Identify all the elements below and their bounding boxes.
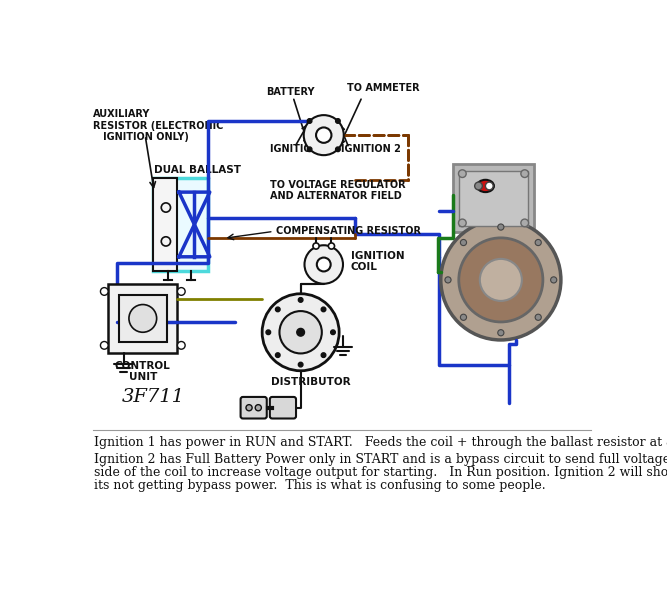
Circle shape: [521, 219, 528, 227]
Bar: [460, 170, 528, 226]
Circle shape: [101, 341, 108, 349]
Circle shape: [317, 257, 331, 271]
Circle shape: [316, 127, 331, 143]
Circle shape: [161, 203, 171, 212]
Circle shape: [328, 243, 335, 249]
Circle shape: [177, 341, 185, 349]
Circle shape: [297, 328, 305, 336]
Text: IGNITION 2: IGNITION 2: [341, 145, 401, 154]
Circle shape: [177, 287, 185, 295]
Text: side of the coil to increase voltage output for starting.   In Run position. Ign: side of the coil to increase voltage out…: [94, 466, 667, 479]
Circle shape: [129, 305, 157, 332]
Ellipse shape: [477, 180, 494, 192]
Circle shape: [445, 277, 451, 283]
Circle shape: [321, 307, 325, 312]
Circle shape: [460, 314, 466, 320]
Bar: [119, 295, 167, 342]
Circle shape: [262, 294, 339, 371]
Circle shape: [336, 147, 340, 152]
Bar: [153, 178, 208, 271]
Circle shape: [246, 404, 252, 411]
Text: TO AMMETER: TO AMMETER: [347, 83, 420, 93]
Circle shape: [458, 219, 466, 227]
Circle shape: [305, 245, 343, 284]
Circle shape: [441, 220, 561, 340]
Circle shape: [303, 115, 344, 155]
Circle shape: [551, 277, 557, 283]
Circle shape: [460, 239, 466, 245]
Text: 3F711: 3F711: [122, 388, 185, 406]
Circle shape: [298, 298, 303, 302]
FancyBboxPatch shape: [241, 397, 267, 419]
Circle shape: [480, 259, 522, 301]
Circle shape: [255, 404, 261, 411]
Text: IGNITION 1: IGNITION 1: [270, 145, 329, 154]
Text: DUAL BALLAST: DUAL BALLAST: [154, 165, 241, 175]
Circle shape: [298, 362, 303, 367]
FancyBboxPatch shape: [270, 397, 296, 419]
Circle shape: [498, 224, 504, 230]
Circle shape: [275, 353, 280, 358]
Circle shape: [313, 243, 319, 249]
Text: Ignition 2 has Full Battery Power only in START and is a bypass circuit to send : Ignition 2 has Full Battery Power only i…: [94, 453, 667, 466]
Bar: [453, 164, 534, 232]
Circle shape: [321, 353, 325, 358]
Circle shape: [161, 237, 171, 246]
Circle shape: [475, 182, 482, 190]
Circle shape: [101, 287, 108, 295]
Circle shape: [336, 119, 340, 123]
Text: AUXILIARY
RESISTOR (ELECTRONIC
   IGNITION ONLY): AUXILIARY RESISTOR (ELECTRONIC IGNITION …: [93, 109, 223, 142]
Circle shape: [535, 239, 542, 245]
Text: Ignition 1 has power in RUN and START.   Feeds the coil + through the ballast re: Ignition 1 has power in RUN and START. F…: [94, 436, 667, 449]
Bar: [108, 284, 177, 353]
Bar: [153, 178, 177, 271]
Circle shape: [498, 329, 504, 336]
Circle shape: [331, 330, 336, 335]
Text: COMPENSATING RESISTOR: COMPENSATING RESISTOR: [276, 226, 421, 236]
Text: CONTROL
UNIT: CONTROL UNIT: [115, 361, 171, 382]
Text: TO VOLTAGE REGULATOR
AND ALTERNATOR FIELD: TO VOLTAGE REGULATOR AND ALTERNATOR FIEL…: [270, 180, 406, 202]
Circle shape: [275, 307, 280, 312]
Circle shape: [161, 237, 171, 246]
Text: its not getting bypass power.  This is what is confusing to some people.: its not getting bypass power. This is wh…: [94, 479, 546, 493]
Circle shape: [459, 238, 543, 322]
Circle shape: [279, 311, 321, 353]
Circle shape: [307, 147, 312, 152]
Text: IGNITION
COIL: IGNITION COIL: [351, 251, 404, 272]
Text: BATTERY: BATTERY: [266, 88, 315, 97]
Circle shape: [161, 203, 171, 212]
Circle shape: [307, 119, 312, 123]
Circle shape: [266, 330, 271, 335]
Circle shape: [521, 170, 528, 178]
Text: DISTRIBUTOR: DISTRIBUTOR: [271, 377, 351, 387]
Circle shape: [535, 314, 542, 320]
Circle shape: [486, 182, 493, 190]
Circle shape: [458, 170, 466, 178]
